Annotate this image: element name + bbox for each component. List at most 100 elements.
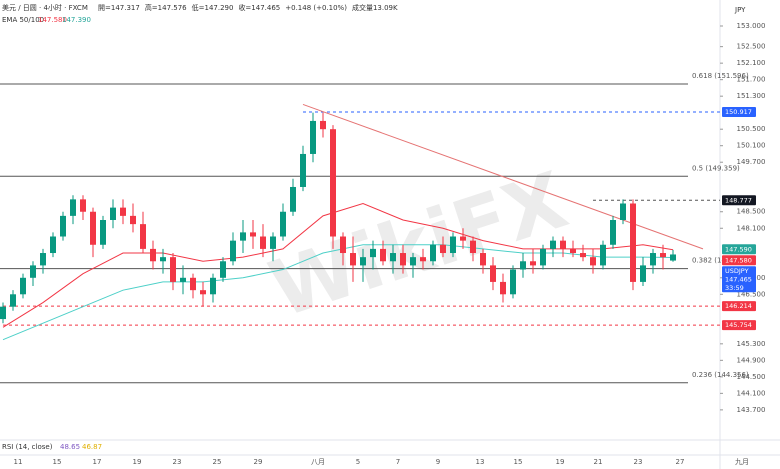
price-tag [722,255,756,266]
candle-body [300,153,306,187]
x-tick-label: 23 [173,458,182,466]
ohlc-value: 高=147.576 [145,3,187,12]
candle-body [640,265,646,282]
candle-body [570,248,576,254]
price-tag [722,266,756,293]
candle-body [500,281,506,295]
y-tick-label: 144.900 [737,356,766,364]
candle-body [10,294,16,307]
candle-body [540,248,546,266]
candle-body [200,290,206,295]
price-tag-label: 147.580 [725,256,752,264]
candle-body [50,236,56,254]
x-tick-label: 19 [556,458,565,466]
candle-body [590,257,596,266]
currency: JPY [734,6,746,14]
y-tick-label: 144.500 [737,373,766,381]
candle-body [490,265,496,282]
y-tick-label: 146.500 [737,290,766,298]
candle-body [580,253,586,258]
price-tag-label: 145.754 [725,321,752,329]
x-tick-label: 八月 [311,458,325,466]
x-tick-label: 27 [676,458,685,466]
candle-body [240,232,246,241]
candle-body [70,199,76,216]
candle-body [30,265,36,278]
candle-body [110,207,116,220]
candle-body [470,240,476,254]
candle-body [380,248,386,262]
candle-body [630,203,636,282]
y-tick-label: 153.000 [737,22,766,30]
candle-body [350,253,356,266]
candle-body [460,236,466,241]
candle-body [660,253,666,258]
price-tag-label: 147.590 [725,245,752,253]
trendline [302,103,704,250]
y-tick-label: 148.100 [737,224,766,232]
candle-body [440,244,446,254]
y-tick-label: 148.500 [737,208,766,216]
candle-body [420,257,426,262]
candle-body [340,236,346,254]
x-tick-label: 29 [254,458,263,466]
candle-body [40,253,46,266]
candle-body [160,257,166,262]
x-tick-label: 9 [436,458,440,466]
x-tick-label: 17 [93,458,102,466]
candle-body [80,199,86,212]
candle-body [270,236,276,249]
candle-body [360,257,366,266]
price-tag-label: 33:59 [725,284,744,292]
price-tag-label: 150.917 [725,108,752,116]
y-tick-label: 152.500 [737,43,766,51]
fib-label: 0.5 (149.359) [692,164,740,172]
candle-body [190,277,196,291]
ohlc-value: 開=147.317 [98,4,140,12]
candle-body [180,277,186,282]
y-tick-label: 150.500 [737,125,766,133]
y-tick-label: 150.100 [737,142,766,150]
candle-body [400,253,406,266]
x-tick-label: 19 [133,458,142,466]
price-tag-label: 147.465 [725,275,752,283]
x-tick-label: 11 [14,458,23,466]
candle-body [220,261,226,278]
candle-body [410,257,416,266]
candle-body [670,254,676,261]
candle-body [330,129,336,237]
candle-body [260,236,266,249]
ohlc-value: 收=147.465 [238,3,280,12]
price-tag-label: 146.214 [725,302,752,310]
x-tick-label: 九月 [735,457,749,466]
candle-body [520,261,526,270]
candle-body [430,244,436,262]
ema-line [2,202,674,328]
candle-body [450,236,456,254]
price-tag [722,244,756,255]
price-tag [722,106,756,117]
candle-body [210,277,216,295]
y-tick-label: 143.700 [737,406,766,414]
candle-body [530,261,536,266]
candle-body [650,253,656,266]
price-tag-label: USDJPY [725,267,749,275]
x-tick-label: 23 [634,458,643,466]
y-tick-label: 149.700 [737,158,766,166]
y-tick-label: 145.300 [737,340,766,348]
candle-body [280,211,286,237]
ema-value: 147.580 [38,16,67,24]
ohlc-value: +0.148 (+0.10%) [285,4,347,12]
y-tick-label: 152.100 [737,59,766,67]
y-tick-label: 151.300 [737,92,766,100]
fib-label: 0.382 (147.121) [692,257,749,265]
price-tag [722,301,756,312]
y-tick-label: 144.100 [737,389,766,397]
price-tag [722,195,756,206]
y-tick-label: 151.700 [737,76,766,84]
fib-label: 0.236 (144.356) [692,371,749,379]
candle-body [320,120,326,130]
candle-body [290,186,296,212]
candle-body [0,306,6,320]
fib-label: 0.618 (151.596) [692,72,749,80]
